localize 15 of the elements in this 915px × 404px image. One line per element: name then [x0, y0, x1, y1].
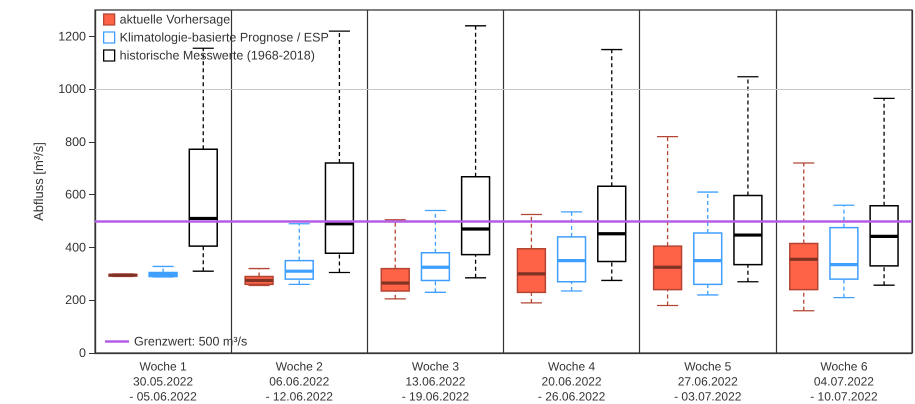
y-tick-label: 200: [65, 293, 86, 308]
x-tick-label: Woche 2 06.06.2022 - 12.06.2022: [266, 360, 334, 404]
x-tick-label: Woche 4 20.06.2022 - 26.06.2022: [538, 360, 606, 404]
x-tick-label: Woche 5 27.06.2022 - 03.07.2022: [674, 360, 742, 404]
y-tick-label: 600: [65, 188, 86, 202]
y-tick-label: 800: [65, 134, 86, 149]
y-tick-label: 1000: [58, 82, 86, 96]
y-tick-label: 1200: [58, 29, 86, 44]
x-tick-label: Woche 6 04.07.2022 - 10.07.2022: [810, 360, 878, 404]
x-tick-label: Woche 3 13.06.2022 - 19.06.2022: [402, 360, 470, 404]
y-axis-title: Abfluss [m³/s]: [31, 142, 46, 221]
x-tick-label: Woche 1 30.05.2022 - 05.06.2022: [129, 360, 198, 404]
y-tick-label: 0: [79, 346, 86, 360]
legend-label: aktuelle Vorhersage: [120, 12, 230, 26]
y-tick-label: 400: [65, 240, 86, 254]
